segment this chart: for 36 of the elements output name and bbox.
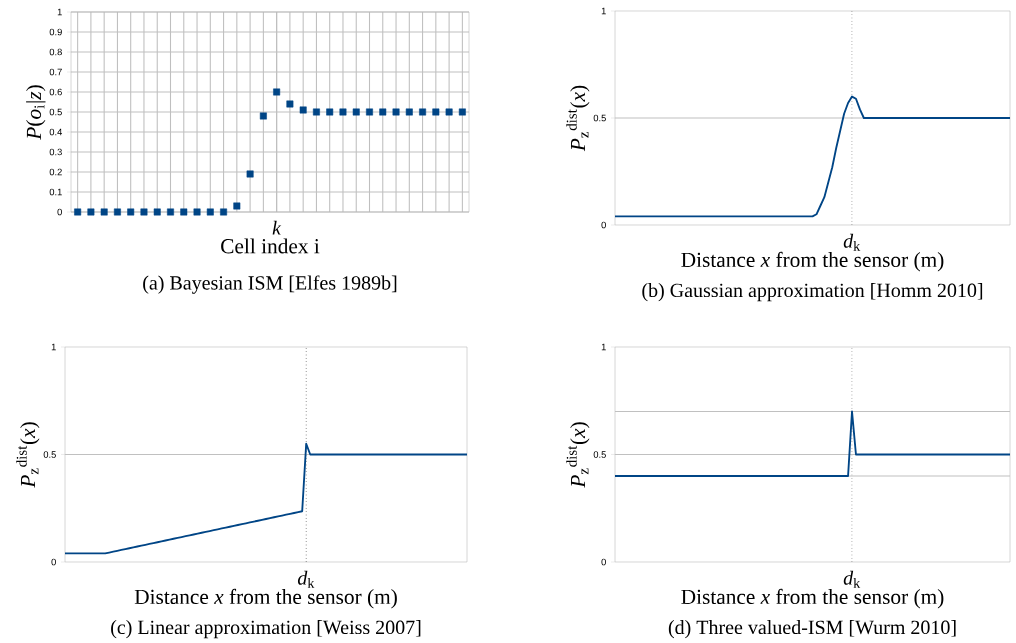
y-axis-title: P(o$_{i}$|z) [26,85,46,140]
y-tick-label: 0.4 [49,128,63,136]
y-tick-label: 0.6 [49,88,62,96]
y-axis-title: P$_{z}$$^{dist}$(x) [566,85,590,152]
y-tick-label: 0.1 [49,188,62,196]
x-axis-title: Distance x from the sensor (m) [134,588,397,609]
y-tick-label: 0.7 [49,68,62,76]
y-tick-label: 0 [51,558,56,566]
y-tick-label: 1 [601,343,606,351]
y-axis-title: P$_{z}$$^{dist}$(x) [566,422,590,488]
text: (b) Gaussian approximation [Homm 2010] [642,283,983,302]
y-tick-label: 0 [601,558,606,566]
y-tick-label: 0 [57,208,62,216]
y-tick-label: 0.5 [43,451,56,458]
x-tick-label: k [272,220,282,235]
y-tick-label: 0.5 [593,114,606,122]
text: (a) Bayesian ISM [Elfes 1989b] [143,275,397,294]
y-tick-label: 0.8 [49,48,62,56]
x-tick-label: d$_{k}$ [843,570,861,588]
text: (c) Linear approximation [Weiss 2007] [111,620,421,639]
x-axis-title: Distance x from the sensor (m) [681,251,944,272]
y-axis-title: P$_{z}$$^{dist}$(x) [16,422,40,488]
text: (d) Three valued-ISM [Wurm 2010] [668,620,956,639]
x-axis-title: Distance x from the sensor (m) [681,588,944,609]
y-tick-label: 1 [57,8,62,16]
x-tick-label: d$_{k}$ [297,570,315,588]
y-tick-label: 0.2 [49,168,62,176]
y-tick-label: 0 [601,221,606,229]
y-tick-label: 0.5 [593,451,606,458]
y-tick-label: 0.5 [49,108,62,116]
y-tick-label: 0.3 [49,148,62,156]
y-tick-label: 1 [51,343,56,351]
y-tick-label: 1 [601,7,606,15]
x-axis-title: Cell index i [221,238,320,254]
y-tick-label: 0.9 [49,28,62,36]
x-tick-label: d$_{k}$ [843,233,861,251]
